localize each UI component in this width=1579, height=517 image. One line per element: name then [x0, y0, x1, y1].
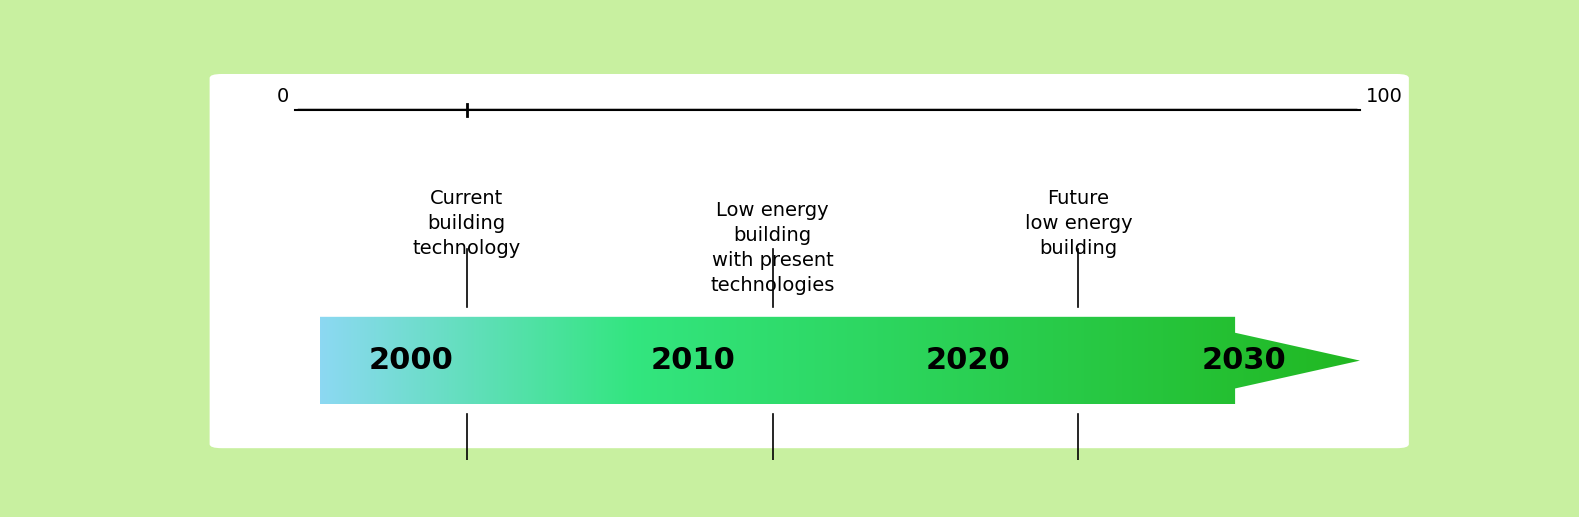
- Text: 2030: 2030: [1202, 346, 1285, 375]
- Text: 0: 0: [276, 87, 289, 106]
- FancyBboxPatch shape: [210, 74, 1408, 448]
- Text: 2020: 2020: [925, 346, 1011, 375]
- Text: 100: 100: [1366, 87, 1402, 106]
- Text: Current
building
technology: Current building technology: [412, 189, 521, 258]
- Text: Future
low energy
building: Future low energy building: [1025, 189, 1132, 258]
- Text: Low energy
building
with present
technologies: Low energy building with present technol…: [711, 202, 835, 295]
- Text: 2010: 2010: [651, 346, 736, 375]
- Text: 2000: 2000: [369, 346, 455, 375]
- Polygon shape: [319, 317, 1360, 404]
